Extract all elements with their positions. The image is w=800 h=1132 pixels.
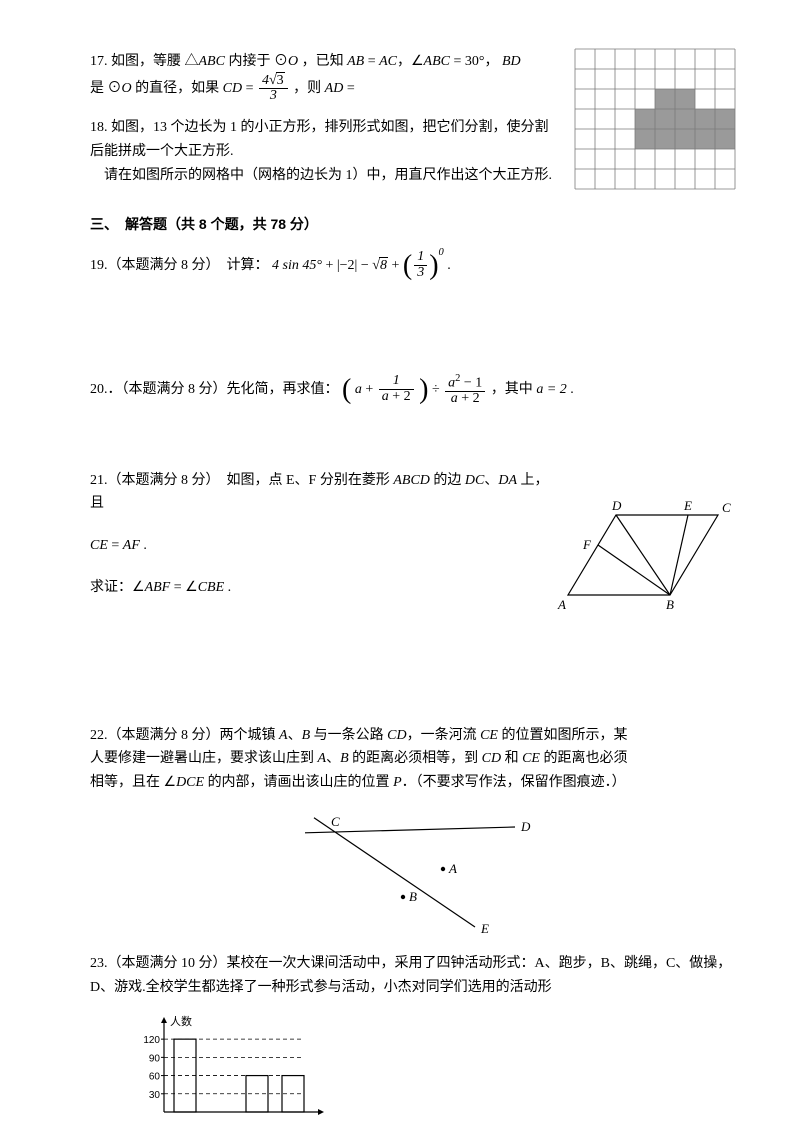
svg-text:30: 30 [149,1089,161,1100]
svg-text:120: 120 [143,1035,160,1046]
problem-20: 20.．（本题满分 8 分）先化简，再求值： ( a + 1a + 2 ) ÷ … [90,373,740,407]
grid-figure [570,44,740,199]
problem-17: 17. 如图，等腰 △ABC 内接于 ⊙O ，已知 AB = AC，∠ABC =… [90,50,558,104]
svg-text:D: D [520,819,531,834]
svg-text:60: 60 [149,1071,161,1082]
p22-figure: C D E A B [275,807,555,947]
svg-text:B: B [666,597,674,612]
svg-text:A: A [557,597,566,612]
p17-fraction: 4√3 3 [259,74,288,104]
svg-text:人数: 人数 [170,1015,192,1028]
rhombus-figure: A B C D E F [550,495,740,620]
problem-22: 22.（本题满分 8 分）两个城镇 A、B 与一条公路 CD，一条河流 CE 的… [90,724,740,795]
section-3-header: 三、 解答题（共 8 个题，共 78 分） [90,214,740,234]
svg-text:90: 90 [149,1053,161,1064]
p17-line1: 17. 如图，等腰 △ABC 内接于 ⊙O ，已知 AB = AC，∠ABC =… [90,54,521,69]
problem-21: 21.（本题满分 8 分） 如图，点 E、F 分别在菱形 ABCD 的边 DC、… [90,469,550,600]
problem-19: 19.（本题满分 8 分） 计算： 4 sin 45° + |−2| − √8 … [90,244,740,281]
svg-text:A: A [448,861,457,876]
svg-text:E: E [683,498,692,513]
problem-18: 18. 如图，13 个边长为 1 的小正方形，排列形式如图，把它们分割，使分割后… [90,116,558,187]
svg-text:E: E [480,921,489,936]
p17-line2: 是 ⊙O 的直径，如果 CD = 4√3 3 ，则 AD = [90,81,355,96]
svg-text:D: D [611,498,622,513]
bar-chart-figure: 人数 120 90 60 30 [130,1012,740,1127]
svg-text:F: F [582,537,592,552]
problem-23: 23.（本题满分 10 分）某校在一次大课间活动中，采用了四钟活动形式：A、跑步… [90,952,740,1000]
svg-text:C: C [722,500,731,515]
p18-text2: 请在如图所示的网格中（网格的边长为 1）中，用直尺作出这个大正方形. [90,168,552,183]
p18-text1: 18. 如图，13 个边长为 1 的小正方形，排列形式如图，把它们分割，使分割后… [90,120,549,159]
p22-figure-wrap: C D E A B [90,807,740,952]
problem-21-row: 21.（本题满分 8 分） 如图，点 E、F 分别在菱形 ABCD 的边 DC、… [90,469,740,620]
svg-text:C: C [331,814,340,829]
problem-17-18-row: 17. 如图，等腰 △ABC 内接于 ⊙O ，已知 AB = AC，∠ABC =… [90,50,740,200]
svg-text:B: B [409,889,417,904]
